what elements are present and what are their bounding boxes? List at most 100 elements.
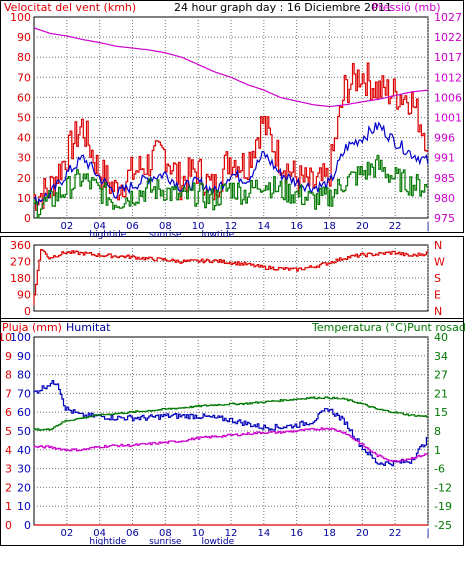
left2-tick-label: 6 bbox=[5, 406, 12, 419]
humidity-axis-title: Humitat bbox=[66, 321, 111, 334]
right-tick-label: 1012 bbox=[434, 71, 462, 84]
left-tick-label: 270 bbox=[10, 256, 31, 269]
right-tick-label: E bbox=[434, 289, 441, 302]
sunrise-annotation: sunrise bbox=[149, 230, 182, 240]
x-tick-label: 20 bbox=[356, 221, 369, 232]
left-tick-label: 70 bbox=[17, 71, 31, 84]
wind-gust-line bbox=[33, 62, 428, 211]
left-tick-label: 0 bbox=[24, 519, 31, 532]
x-tick-label: 16 bbox=[290, 221, 303, 232]
x-tick-label: 06 bbox=[126, 221, 139, 232]
sunrise-annotation: sunrise bbox=[149, 537, 182, 547]
wind-speed-line bbox=[33, 121, 429, 207]
left-tick-label: 80 bbox=[17, 51, 31, 64]
x-tick-label: 08 bbox=[159, 221, 172, 232]
x-tick-label: 02 bbox=[60, 528, 73, 539]
left-tick-label: 100 bbox=[10, 11, 31, 24]
left2-tick-label: 7 bbox=[5, 387, 12, 400]
right-tick-label: 1022 bbox=[434, 31, 462, 44]
right-tick-label: 996 bbox=[434, 132, 455, 145]
left-tick-label: 20 bbox=[17, 172, 31, 185]
pressure-line bbox=[33, 27, 429, 108]
left-tick-label: 180 bbox=[10, 272, 31, 285]
rain-axis-title: Pluja (mm) bbox=[2, 321, 62, 334]
right-tick-label: 27 bbox=[434, 369, 448, 382]
left-tick-label: 0 bbox=[24, 212, 31, 225]
right-tick-label: 975 bbox=[434, 212, 455, 225]
x-tick-label: 22 bbox=[389, 221, 402, 232]
right-tick-label: N bbox=[434, 305, 442, 318]
x-tick-label: 04 bbox=[93, 221, 106, 232]
right-tick-label: 15 bbox=[434, 406, 448, 419]
left2-tick-label: 0 bbox=[5, 519, 12, 532]
right-tick-label: 34 bbox=[434, 350, 448, 363]
right-tick-label: 1017 bbox=[434, 51, 462, 64]
right-tick-label: 1027 bbox=[434, 11, 462, 24]
left-tick-label: 100 bbox=[10, 331, 31, 344]
right-tick-label: 8 bbox=[434, 425, 441, 438]
left2-tick-label: 5 bbox=[5, 425, 12, 438]
x-tick-label: 06 bbox=[126, 528, 139, 539]
x-tick-label: 10 bbox=[192, 528, 205, 539]
x-tick-label: 22 bbox=[389, 528, 402, 539]
panel3-frame bbox=[0, 318, 464, 546]
x-tick-label: 08 bbox=[159, 528, 172, 539]
left-tick-label: 10 bbox=[17, 500, 31, 513]
x-tick-label: | bbox=[426, 528, 429, 539]
left-tick-label: 60 bbox=[17, 91, 31, 104]
right-tick-label: 991 bbox=[434, 152, 455, 165]
x-tick-label: | bbox=[426, 221, 429, 232]
left-tick-label: 90 bbox=[17, 289, 31, 302]
x-tick-label: 18 bbox=[323, 528, 336, 539]
x-tick-label: 10 bbox=[192, 221, 205, 232]
x-tick-label: 16 bbox=[290, 528, 303, 539]
x-tick-label: 02 bbox=[60, 221, 73, 232]
wind-average-line bbox=[33, 154, 428, 219]
left2-tick-label: 3 bbox=[5, 463, 12, 476]
wind-direction-line bbox=[33, 249, 428, 306]
x-tick-label: 12 bbox=[225, 221, 238, 232]
left-tick-label: 30 bbox=[17, 463, 31, 476]
right-tick-label: 985 bbox=[434, 172, 455, 185]
wind-axis-title: Velocitat del vent (kmh) bbox=[4, 1, 136, 14]
left2-tick-label: 1 bbox=[5, 500, 12, 513]
right-tick-label: -19 bbox=[434, 500, 452, 513]
hightide-annotation: hightide bbox=[89, 230, 126, 240]
panel1-frame bbox=[0, 0, 464, 233]
right-tick-label: -12 bbox=[434, 481, 452, 494]
right-tick-label: -25 bbox=[434, 519, 452, 532]
left-tick-label: 50 bbox=[17, 425, 31, 438]
left2-tick-label: 2 bbox=[5, 481, 12, 494]
left-tick-label: 80 bbox=[17, 369, 31, 382]
left2-tick-label: 4 bbox=[5, 444, 12, 457]
right-tick-label: 21 bbox=[434, 387, 448, 400]
left-tick-label: 50 bbox=[17, 112, 31, 125]
left-tick-label: 30 bbox=[17, 152, 31, 165]
right-tick-label: N bbox=[434, 239, 442, 252]
left-tick-label: 40 bbox=[17, 444, 31, 457]
left-tick-label: 70 bbox=[17, 387, 31, 400]
right-tick-label: 40 bbox=[434, 331, 448, 344]
x-tick-label: 18 bbox=[323, 221, 336, 232]
left-tick-label: 60 bbox=[17, 406, 31, 419]
panel2-frame bbox=[0, 236, 464, 322]
right-tick-label: 1006 bbox=[434, 91, 462, 104]
lowtide-annotation: lowtide bbox=[202, 537, 235, 547]
right-tick-label: 1001 bbox=[434, 112, 462, 125]
right-tick-label: W bbox=[434, 256, 445, 269]
lowtide-annotation: lowtide bbox=[202, 230, 235, 240]
right-tick-label: -6 bbox=[434, 463, 445, 476]
wind-pressure-plot: 1009080706050403020100102710221017101210… bbox=[10, 11, 462, 240]
humidity-temperature-plot: 1009080706050403020100109876543210403427… bbox=[0, 331, 452, 547]
x-tick-label: 20 bbox=[356, 528, 369, 539]
left-tick-label: 40 bbox=[17, 132, 31, 145]
right-tick-label: S bbox=[434, 272, 441, 285]
right-tick-label: 1 bbox=[434, 444, 441, 457]
left-tick-label: 360 bbox=[10, 239, 31, 252]
left2-tick-label: 10 bbox=[0, 331, 12, 344]
pressure-axis-title: Pressió (mb) bbox=[372, 1, 441, 14]
left-tick-label: 90 bbox=[17, 31, 31, 44]
